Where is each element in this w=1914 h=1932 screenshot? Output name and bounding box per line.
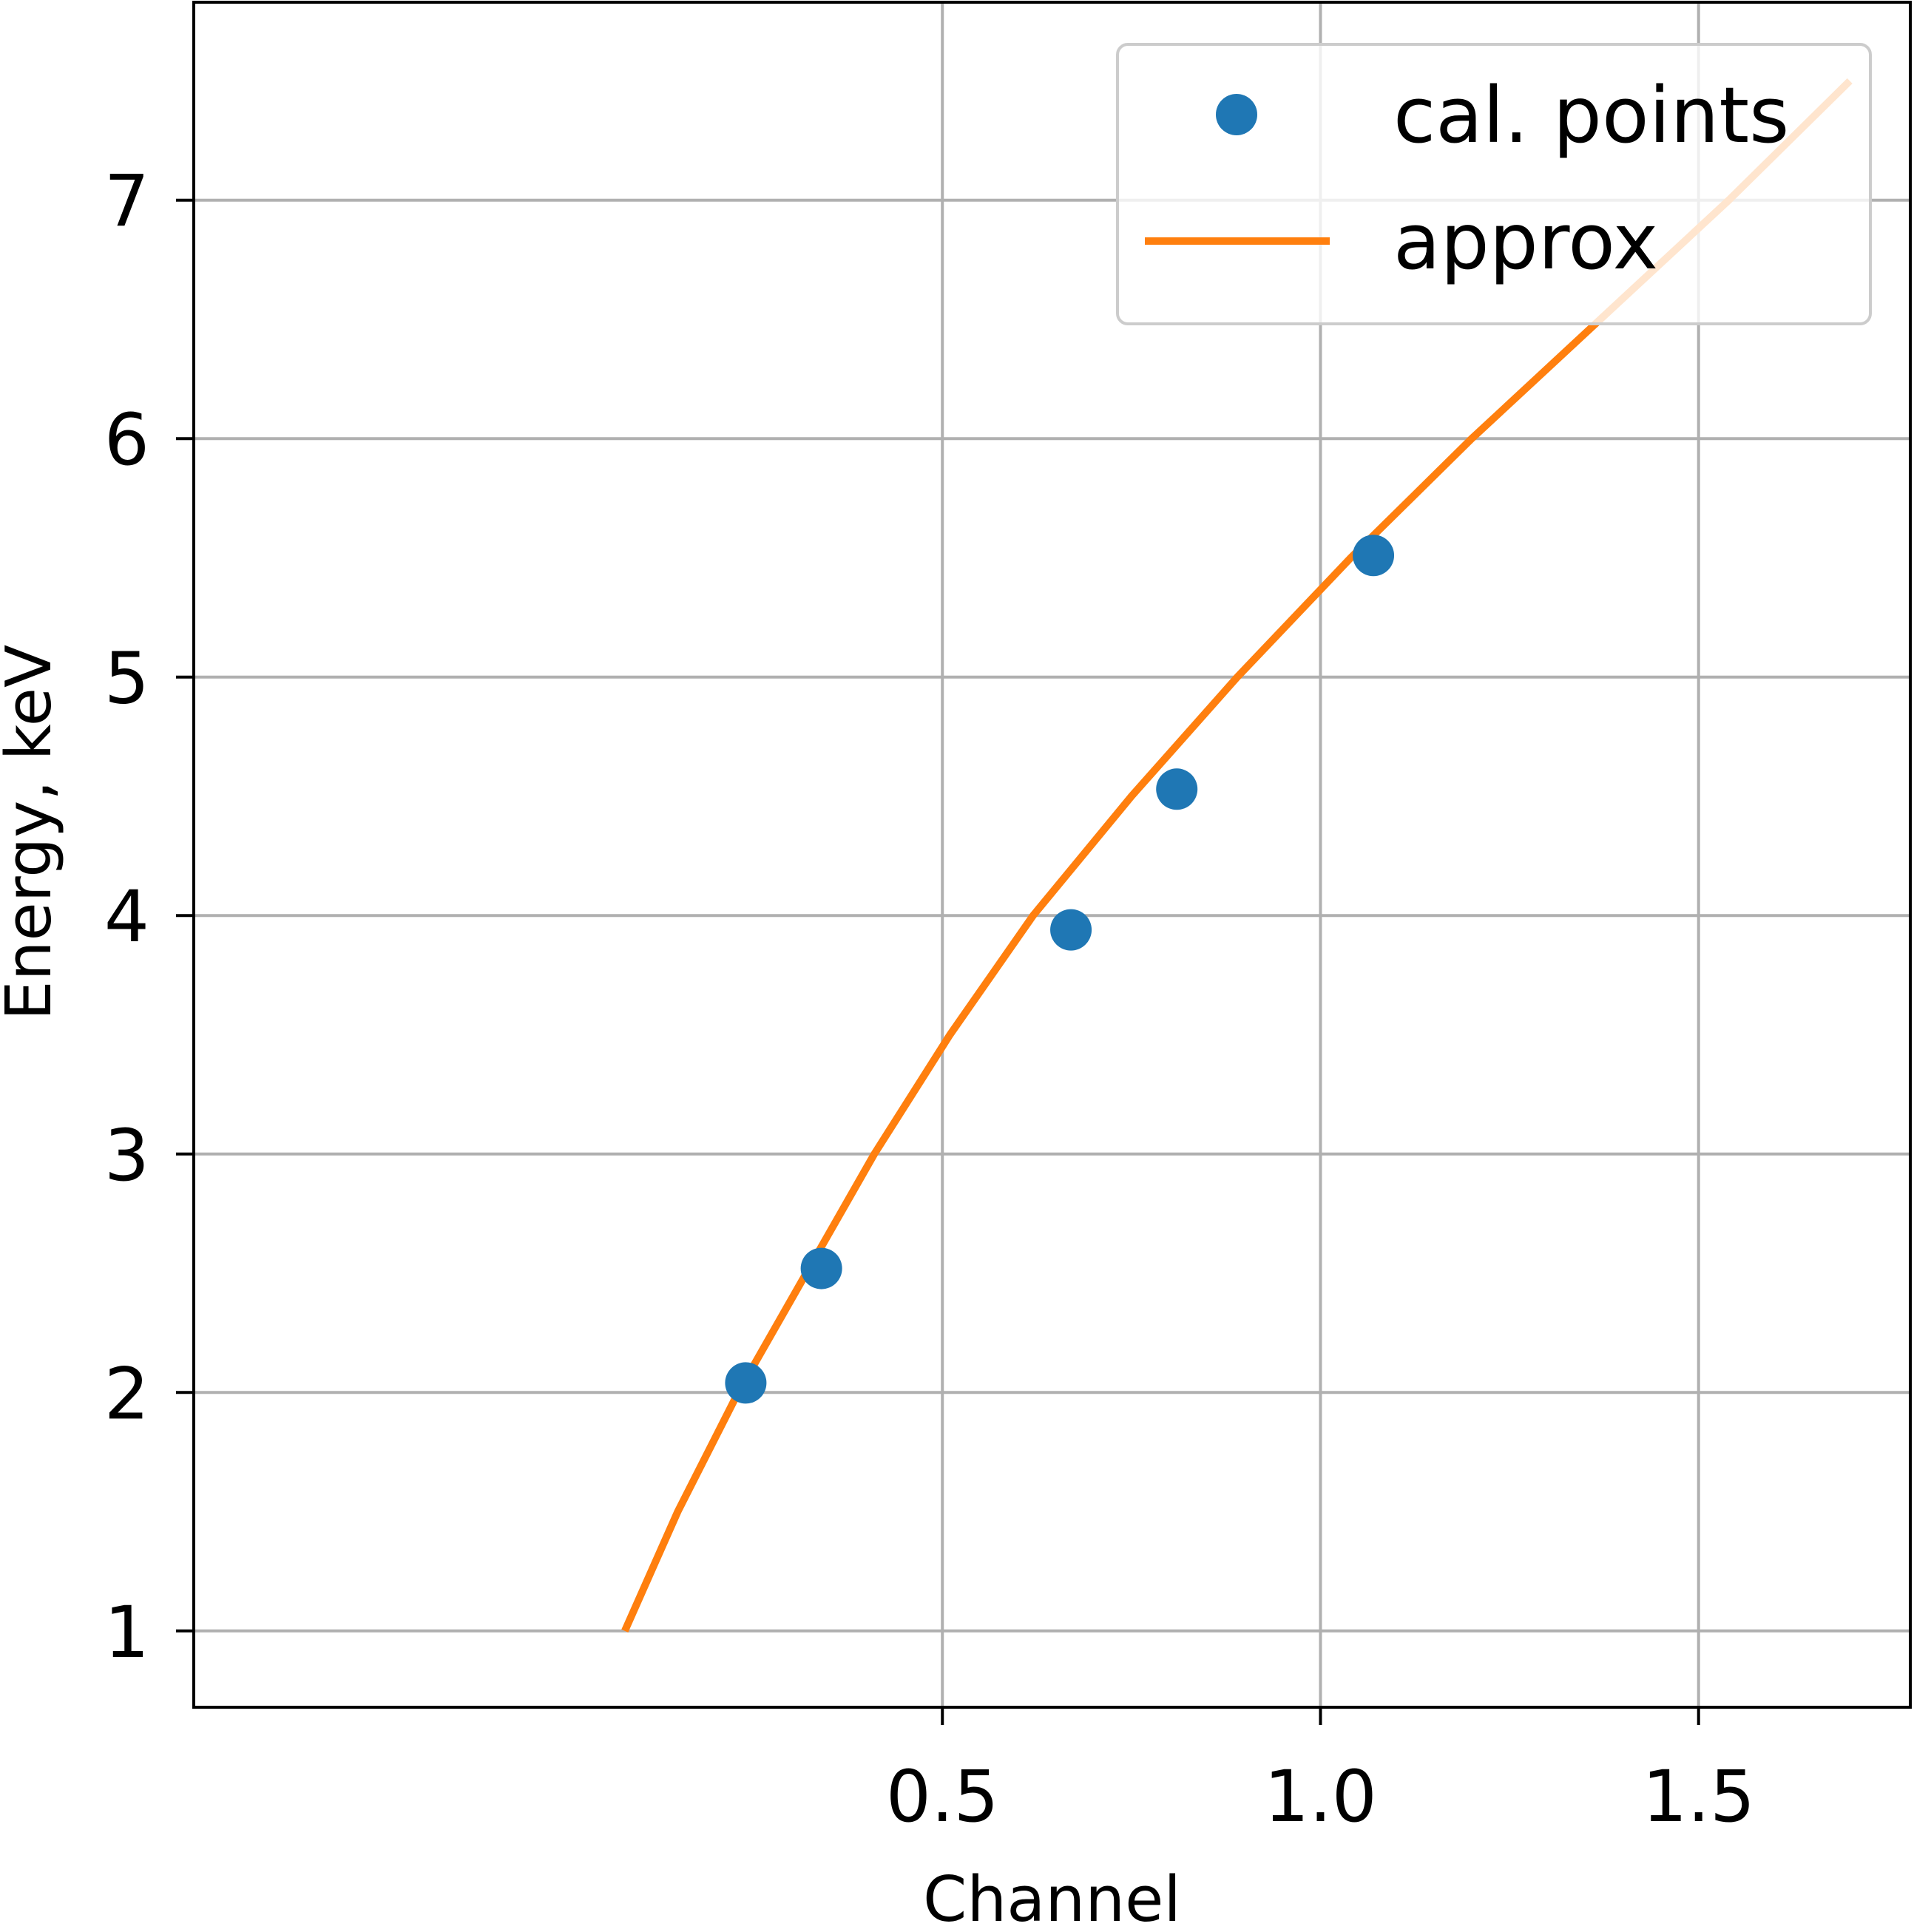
legend-marker-cal-points (1216, 94, 1257, 135)
y-tick-label: 1 (104, 1591, 149, 1674)
y-tick-label: 5 (104, 637, 149, 720)
y-tick-label: 3 (104, 1114, 149, 1197)
plot-series (621, 78, 1853, 1633)
cal-point (1353, 535, 1395, 577)
legend: cal. points approx (1116, 43, 1872, 325)
x-tick-label: 1.0 (1264, 1755, 1377, 1838)
y-tick-label: 7 (104, 160, 149, 243)
cal-point (1050, 909, 1092, 951)
y-tick-label: 6 (104, 399, 149, 481)
y-tick-label: 4 (104, 875, 149, 958)
cal-point (1156, 768, 1198, 810)
axis-ticks: 0.5 1.0 1.5 1 2 3 4 5 6 7 (104, 160, 1755, 1838)
y-axis-label: Energy, keV (0, 645, 66, 1020)
x-tick-label: 0.5 (886, 1755, 999, 1838)
x-tick-label: 1.5 (1642, 1755, 1755, 1838)
legend-label-cal-points: cal. points (1393, 70, 1789, 160)
axes-frame (192, 1, 1912, 1709)
cal-point (800, 1247, 842, 1289)
legend-box (1116, 43, 1872, 325)
y-tick-label: 2 (104, 1352, 149, 1435)
cal-point (725, 1362, 767, 1404)
legend-label-approx: approx (1393, 197, 1658, 287)
x-axis-label: Channel (923, 1863, 1181, 1932)
